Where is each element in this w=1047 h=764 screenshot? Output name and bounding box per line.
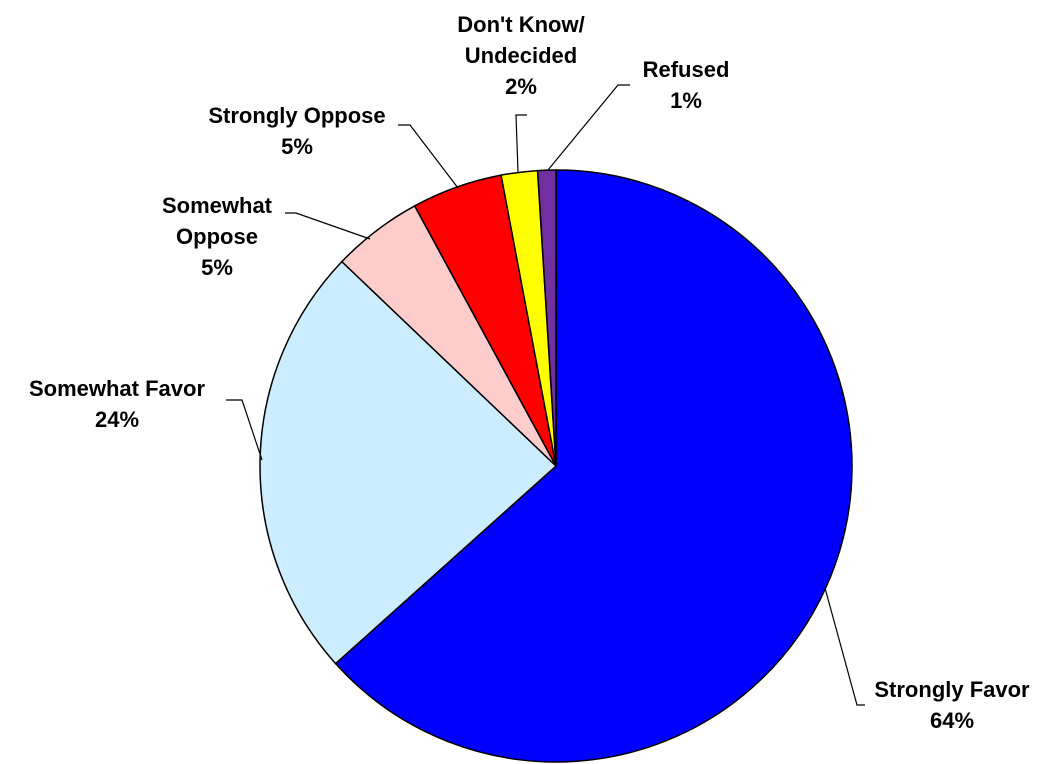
percent-label: 5% bbox=[201, 255, 233, 280]
percent-label: 5% bbox=[281, 134, 313, 159]
data-label-somewhat-oppose: Somewhat Oppose 5% bbox=[162, 193, 273, 280]
leader-line-somewhat-favor bbox=[226, 399, 263, 461]
slice-somewhat-favor bbox=[259, 260, 558, 665]
percent-label: 24% bbox=[95, 407, 139, 432]
category-label: Oppose bbox=[176, 224, 258, 249]
slice-strongly-favor bbox=[334, 169, 853, 763]
category-label: Strongly Favor bbox=[874, 677, 1030, 702]
data-label-strongly-favor: Strongly Favor 64% bbox=[874, 677, 1030, 733]
data-label-don-t-know-undecided: Don't Know/Undecided 2% bbox=[457, 12, 584, 99]
percent-label: 1% bbox=[670, 88, 702, 113]
leader-line-strongly-oppose bbox=[398, 124, 459, 189]
category-label: Refused bbox=[643, 57, 730, 82]
leader-line-refused bbox=[547, 84, 630, 171]
category-label: Somewhat Favor bbox=[29, 376, 205, 401]
data-label-refused: Refused 1% bbox=[643, 57, 730, 113]
leader-line-somewhat-oppose bbox=[285, 212, 371, 240]
percent-label: 2% bbox=[505, 74, 537, 99]
data-label-somewhat-favor: Somewhat Favor 24% bbox=[29, 376, 205, 432]
leader-line-don-t-know-undecided bbox=[515, 114, 527, 173]
percent-label: 64% bbox=[930, 708, 974, 733]
category-label: Somewhat bbox=[162, 193, 273, 218]
category-label: Strongly Oppose bbox=[208, 103, 385, 128]
leader-line-strongly-favor bbox=[824, 587, 865, 706]
category-label: Undecided bbox=[465, 43, 577, 68]
category-label: Don't Know/ bbox=[457, 12, 584, 37]
slice-refused bbox=[536, 169, 557, 467]
data-label-strongly-oppose: Strongly Oppose 5% bbox=[208, 103, 385, 159]
